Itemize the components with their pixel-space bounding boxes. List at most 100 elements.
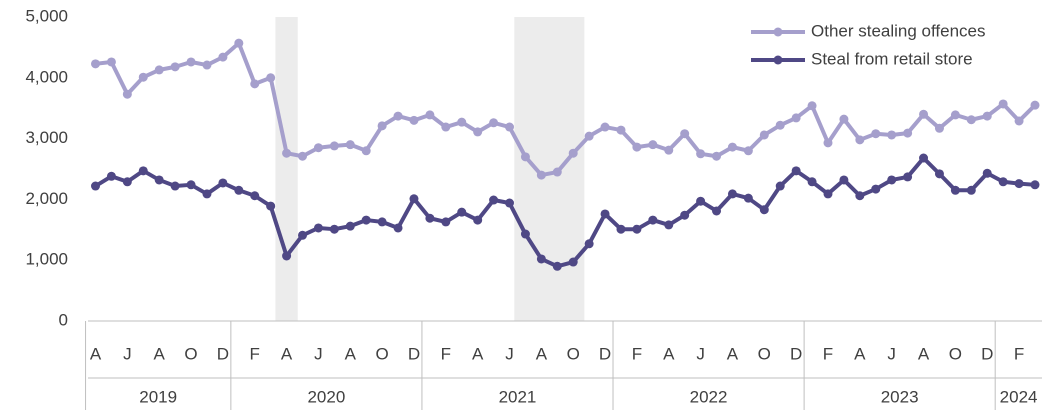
data-point <box>505 122 515 132</box>
data-point <box>568 257 578 267</box>
data-point <box>839 175 849 185</box>
data-point <box>473 127 483 137</box>
data-point <box>775 181 785 191</box>
x-group-label: 2024 <box>1000 387 1038 406</box>
data-point <box>807 177 817 187</box>
data-point <box>1014 179 1024 189</box>
x-group-label: 2021 <box>499 387 537 406</box>
data-point <box>154 65 164 75</box>
data-point <box>520 229 530 239</box>
x-tick-label: F <box>1014 344 1024 363</box>
x-tick-label: D <box>217 344 229 363</box>
data-point <box>632 224 642 234</box>
data-point <box>584 131 594 141</box>
x-tick-label: J <box>887 344 896 363</box>
x-tick-label: A <box>345 344 357 363</box>
data-point <box>600 209 610 219</box>
data-point <box>91 181 100 191</box>
data-point <box>409 115 419 125</box>
data-point <box>170 62 180 72</box>
y-tick-label: 3,000 <box>25 128 68 147</box>
data-point <box>122 177 132 187</box>
data-point <box>361 215 371 225</box>
x-tick-label: J <box>505 344 514 363</box>
data-point <box>696 196 706 206</box>
data-point <box>250 79 260 89</box>
data-point <box>106 57 116 67</box>
data-point <box>887 175 897 185</box>
data-point <box>186 180 196 190</box>
x-tick-label: A <box>472 344 484 363</box>
data-point <box>584 239 594 249</box>
y-tick-label: 4,000 <box>25 67 68 86</box>
data-point <box>313 143 323 153</box>
data-point <box>1030 180 1040 190</box>
data-point <box>425 110 435 120</box>
x-tick-label: F <box>823 344 833 363</box>
data-point <box>457 117 467 127</box>
data-point <box>441 122 451 132</box>
data-point <box>616 125 626 135</box>
data-point <box>919 109 929 119</box>
data-point <box>632 142 642 152</box>
data-point <box>839 114 849 124</box>
data-point <box>377 217 387 227</box>
data-point <box>919 153 929 163</box>
data-point <box>871 184 881 194</box>
shaded-period <box>275 17 298 321</box>
data-point <box>680 129 690 139</box>
data-point <box>966 185 976 195</box>
x-tick-label: A <box>154 344 166 363</box>
data-point <box>982 168 992 178</box>
legend-label: Other stealing offences <box>811 21 986 40</box>
data-point <box>489 195 499 205</box>
data-point <box>106 171 116 181</box>
x-group-label: 2020 <box>307 387 345 406</box>
x-tick-label: O <box>758 344 771 363</box>
data-point <box>91 59 100 69</box>
data-point <box>536 170 546 180</box>
data-point <box>664 145 674 155</box>
y-tick-label: 5,000 <box>25 6 68 25</box>
data-point <box>791 166 801 176</box>
data-point <box>727 189 737 199</box>
data-point <box>934 123 944 133</box>
data-point <box>520 152 530 162</box>
data-point <box>393 223 403 233</box>
x-tick-label: O <box>949 344 962 363</box>
data-point <box>552 167 562 177</box>
y-tick-label: 2,000 <box>25 189 68 208</box>
data-point <box>727 142 737 152</box>
data-point <box>552 261 562 271</box>
data-point <box>791 113 801 123</box>
data-point <box>950 110 960 120</box>
x-tick-label: A <box>854 344 866 363</box>
x-tick-label: A <box>281 344 293 363</box>
legend-label: Steal from retail store <box>811 49 973 68</box>
data-point <box>505 198 515 208</box>
data-point <box>712 151 722 161</box>
data-point <box>282 251 292 261</box>
data-point <box>377 121 387 131</box>
data-point <box>807 101 817 111</box>
data-point <box>138 72 148 82</box>
x-tick-label: O <box>184 344 197 363</box>
x-tick-label: A <box>918 344 930 363</box>
data-point <box>696 149 706 159</box>
data-point <box>568 148 578 158</box>
data-point <box>218 52 228 62</box>
data-point <box>775 120 785 130</box>
data-point <box>600 122 610 132</box>
x-tick-label: J <box>123 344 132 363</box>
data-point <box>823 189 833 199</box>
data-point <box>234 185 244 195</box>
data-point <box>329 141 339 151</box>
data-point <box>122 89 132 99</box>
y-tick-label: 1,000 <box>25 250 68 269</box>
data-point <box>345 140 355 150</box>
data-point <box>202 189 212 199</box>
data-point <box>759 130 769 140</box>
data-point <box>712 206 722 216</box>
data-point <box>1014 116 1024 126</box>
